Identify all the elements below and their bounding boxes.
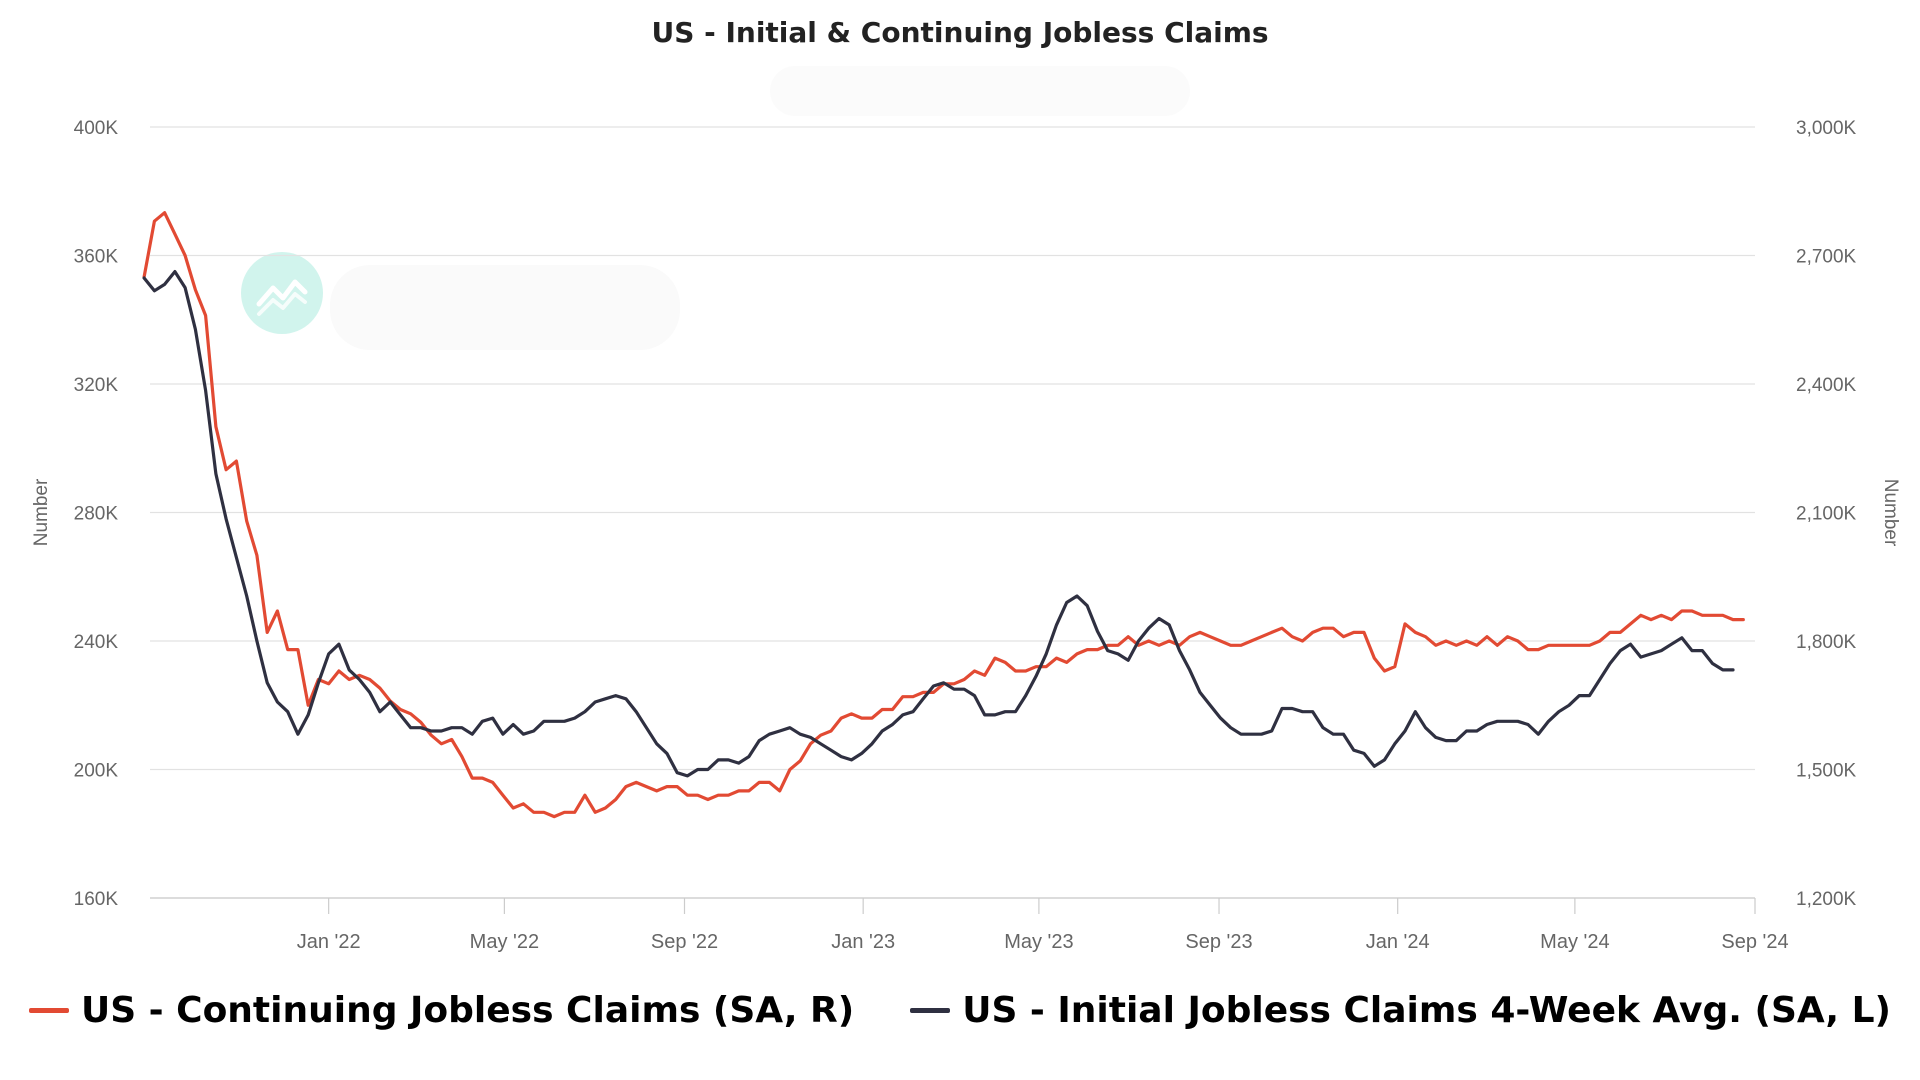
legend-item-initial-claims[interactable]: US - Initial Jobless Claims 4-Week Avg. … xyxy=(910,990,1891,1031)
left-tick-label: 240K xyxy=(74,632,119,653)
right-axis-title: Number xyxy=(1880,479,1901,547)
right-tick-label: 2,700K xyxy=(1796,247,1857,268)
x-tick-label: Sep '23 xyxy=(1185,931,1252,953)
x-tick-label: Jan '24 xyxy=(1366,931,1430,953)
chart-trend-icon xyxy=(256,279,308,316)
legend-label-continuing-claims: US - Continuing Jobless Claims (SA, R) xyxy=(80,990,855,1031)
x-tick-label: May '23 xyxy=(1004,931,1073,953)
x-tick-label: May '24 xyxy=(1540,931,1609,953)
legend-label-initial-claims: US - Initial Jobless Claims 4-Week Avg. … xyxy=(962,990,1892,1031)
series-line-initial-claims xyxy=(142,270,1735,778)
left-tick-label: 280K xyxy=(74,504,119,525)
left-tick-label: 360K xyxy=(74,247,119,268)
right-tick-label: 1,500K xyxy=(1796,761,1857,782)
right-tick-label: 1,200K xyxy=(1796,889,1857,910)
right-tick-label: 1,800K xyxy=(1796,632,1857,653)
x-tick-label: Sep '22 xyxy=(651,931,718,953)
chart-svg: US - Initial & Continuing Jobless Claims… xyxy=(31,16,1901,953)
series-line-continuing-claims xyxy=(142,211,1745,819)
legend-swatch-initial-claims xyxy=(910,1008,951,1013)
x-tick-label: Jan '23 xyxy=(831,931,895,953)
chart-title: US - Initial & Continuing Jobless Claims xyxy=(651,16,1268,49)
x-tick-label: Sep '24 xyxy=(1721,931,1788,953)
left-tick-label: 160K xyxy=(74,889,119,910)
left-axis-title: Number xyxy=(31,478,52,546)
x-tick-label: May '22 xyxy=(470,931,539,953)
watermark-logo xyxy=(241,252,323,334)
title-blur-overlay xyxy=(770,66,1190,116)
x-tick-label: Jan '22 xyxy=(297,931,361,953)
left-tick-label: 200K xyxy=(74,761,119,782)
legend-swatch-continuing-claims xyxy=(28,1008,69,1013)
left-tick-label: 400K xyxy=(74,118,119,139)
legend: US - Continuing Jobless Claims (SA, R) U… xyxy=(0,990,1920,1031)
right-tick-label: 2,100K xyxy=(1796,504,1857,525)
legend-item-continuing-claims[interactable]: US - Continuing Jobless Claims (SA, R) xyxy=(28,990,855,1031)
left-tick-label: 320K xyxy=(74,375,119,396)
watermark-blur-overlay xyxy=(330,265,680,350)
right-tick-label: 2,400K xyxy=(1796,375,1857,396)
right-tick-label: 3,000K xyxy=(1796,118,1857,139)
